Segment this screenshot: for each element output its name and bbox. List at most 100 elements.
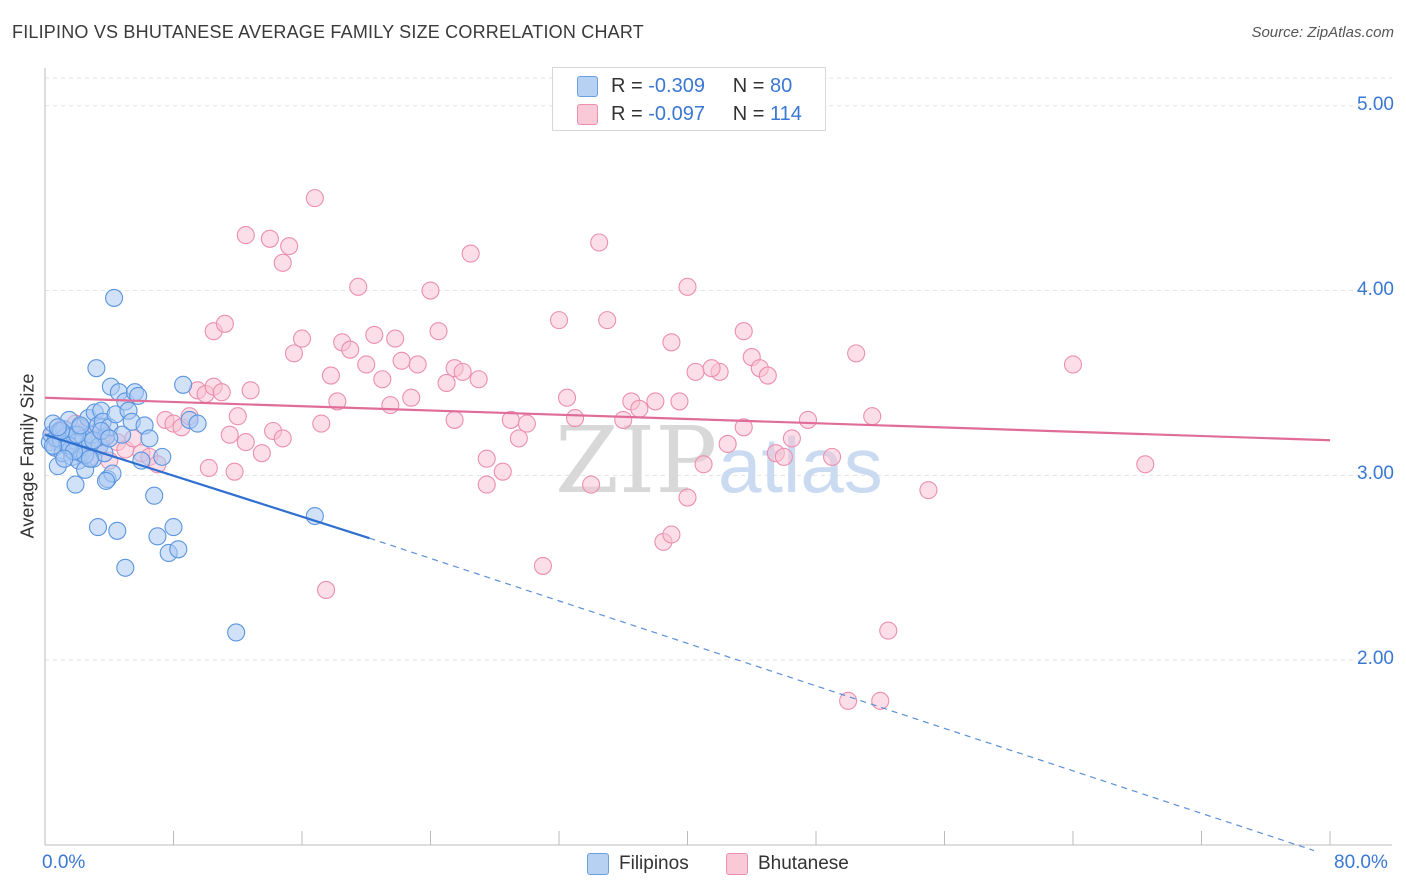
trend-line-filipinos-extension [369,537,1315,852]
legend-r-label: R = [611,75,643,97]
bottom-legend-swatch-filipinos [587,853,609,875]
legend-r-label: R = [611,103,643,125]
legend-n-label: N = [732,103,765,125]
point-bhutanese [662,333,681,352]
point-bhutanese [437,373,456,393]
point-filipinos [105,288,124,307]
point-bhutanese [839,691,858,710]
point-bhutanese [321,366,340,385]
point-bhutanese [678,277,697,296]
legend-r-value: -0.309 [648,75,705,97]
point-filipinos [164,518,183,537]
y-tick-label: 5.00 [1357,93,1394,115]
point-filipinos [48,418,67,437]
point-bhutanese [590,233,609,252]
point-bhutanese [252,444,271,463]
point-bhutanese [392,351,411,370]
point-bhutanese [758,366,777,385]
bottom-legend-label-filipinos: Filipinos [619,853,689,874]
point-bhutanese [453,362,472,381]
point-bhutanese [670,392,689,411]
point-bhutanese [678,488,697,507]
point-bhutanese [220,425,239,444]
point-filipinos [88,518,108,537]
point-bhutanese [863,407,882,426]
legend-n-value: 114 [770,103,802,125]
point-bhutanese [469,370,488,389]
point-bhutanese [273,429,292,448]
point-bhutanese [598,311,617,330]
point-bhutanese [557,388,577,407]
point-bhutanese [509,429,528,448]
point-bhutanese [236,226,255,245]
point-bhutanese [212,383,231,402]
point-filipinos [174,375,193,394]
point-bhutanese [236,433,255,452]
point-bhutanese [549,311,569,330]
point-bhutanese [774,447,793,466]
legend-swatch-filipinos [577,76,598,97]
point-bhutanese [199,458,218,478]
y-tick-label: 2.00 [1357,648,1394,670]
point-bhutanese [408,355,427,374]
chart-title: FILIPINO VS BHUTANESE AVERAGE FAMILY SIZ… [12,22,644,42]
point-filipinos [148,527,167,546]
point-filipinos [188,414,207,433]
bottom-legend-label-bhutanese: Bhutanese [758,853,849,874]
legend-r-value: -0.097 [648,103,705,125]
point-bhutanese [373,370,392,389]
point-bhutanese [694,455,713,474]
point-bhutanese [1063,355,1083,374]
point-bhutanese [215,314,234,333]
point-bhutanese [292,329,312,348]
point-bhutanese [1136,455,1155,474]
point-bhutanese [445,410,464,429]
point-bhutanese [429,322,448,341]
point-bhutanese [365,325,384,344]
point-bhutanese [402,388,421,407]
point-bhutanese [823,447,842,466]
point-bhutanese [225,462,244,481]
point-bhutanese [662,525,681,544]
point-bhutanese [349,277,368,296]
point-filipinos [145,486,164,505]
point-filipinos [55,449,74,468]
point-bhutanese [461,244,480,263]
point-bhutanese [312,414,331,433]
x-tick-label-min: 0.0% [42,852,86,873]
point-bhutanese [718,434,737,453]
point-bhutanese [798,410,818,429]
point-bhutanese [879,621,898,640]
point-bhutanese [317,580,336,599]
point-filipinos [153,447,172,466]
point-bhutanese [566,409,585,428]
legend-n-label: N = [732,75,765,97]
point-filipinos [87,359,106,378]
y-tick-label: 3.00 [1357,463,1394,485]
point-filipinos [169,540,188,559]
point-bhutanese [614,410,633,429]
point-bhutanese [477,449,496,468]
point-bhutanese [328,392,347,411]
point-bhutanese [582,475,601,494]
point-bhutanese [493,462,512,481]
correlation-legend: R = -0.309 N = 80 R = -0.097 N = 114 [552,67,826,131]
point-filipinos [66,475,85,494]
trend-line-filipinos [44,433,370,540]
point-bhutanese [284,344,304,363]
point-bhutanese [630,399,649,418]
point-filipinos [116,558,135,577]
point-bhutanese [847,344,866,363]
point-bhutanese [533,556,552,575]
data-points [40,189,1155,710]
x-tick-label-max: 80.0% [1334,852,1388,873]
point-filipinos [108,521,127,540]
point-bhutanese [871,691,890,710]
point-bhutanese [782,429,801,448]
point-bhutanese [477,475,496,494]
point-bhutanese [421,281,440,300]
point-bhutanese [517,414,536,433]
point-bhutanese [305,189,324,208]
point-filipinos [71,416,90,435]
